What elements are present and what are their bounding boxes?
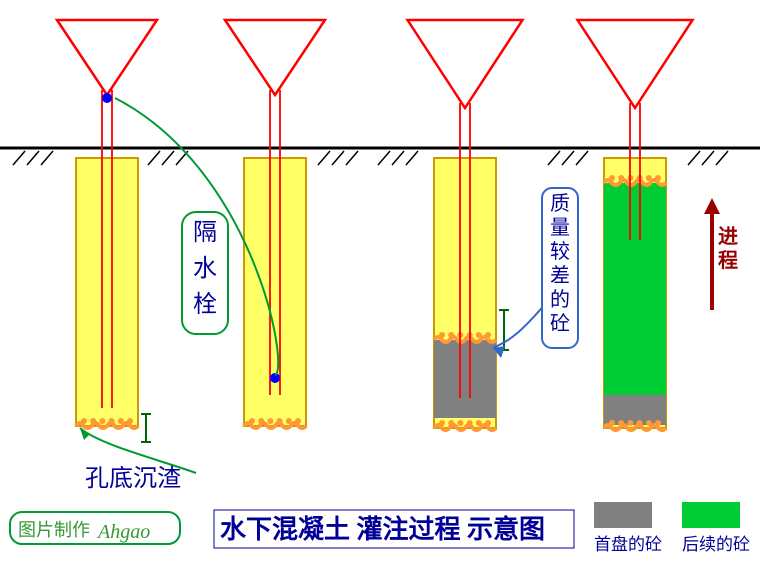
sediment-lump [448,332,454,338]
sediment-lump [618,420,624,426]
credit-signature: Ahgao [96,521,150,543]
progress-label: 进 [718,225,738,248]
sediment-lump [267,418,273,424]
sediment-lump [127,418,133,424]
sediment-lump [476,420,482,426]
legend-first-swatch [594,502,652,528]
sediment-lump [90,418,96,424]
sediment-lump [618,175,624,181]
sediment-lump [646,420,652,426]
plug-label: 水 [193,255,217,282]
quality-label: 较 [550,240,570,263]
bore-hole [244,158,306,426]
legend-first-label: 首盘的砼 [594,535,662,554]
quality-label: 质 [550,192,570,215]
sediment-lump [637,420,643,426]
diagram-title: 水下混凝土 灌注过程 示意图 [220,514,545,544]
sediment-lump [609,420,615,426]
sediment-lump [655,175,661,181]
sediment-lump [646,175,652,181]
progress-label: 程 [718,249,738,272]
next-concrete [604,183,666,395]
sediment-lump [258,418,264,424]
sediment-lump [485,420,491,426]
quality-label: 量 [550,217,570,239]
legend-next-label: 后续的砼 [682,535,750,554]
sediment-label: 孔底沉渣 [85,465,181,492]
credit-prefix: 图片制作 [18,520,90,540]
plug-label: 栓 [193,291,217,318]
sediment-lump [485,332,491,338]
quality-label: 差 [550,264,570,287]
sediment-lump [99,418,105,424]
sediment-lump [109,418,115,424]
quality-label: 的 [550,288,570,311]
first-concrete [434,340,496,418]
quality-label: 砼 [550,312,570,335]
bore-hole [76,158,138,426]
legend-next-swatch [682,502,740,528]
sediment-lump [277,418,283,424]
sediment-lump [467,420,473,426]
sediment-lump [609,175,615,181]
sediment-lump [81,418,87,424]
sediment-lump [457,420,463,426]
sediment-lump [439,332,445,338]
sediment-lump [627,420,633,426]
sediment-lump [286,418,292,424]
sediment-lump [249,418,255,424]
sediment-lump [439,420,445,426]
sediment-lump [655,420,661,426]
plug-label: 隔 [193,220,217,246]
water-plug [102,93,112,103]
sediment-lump [295,418,301,424]
sediment-lump [118,418,124,424]
sediment-lump [448,420,454,426]
sediment-lump [476,332,482,338]
